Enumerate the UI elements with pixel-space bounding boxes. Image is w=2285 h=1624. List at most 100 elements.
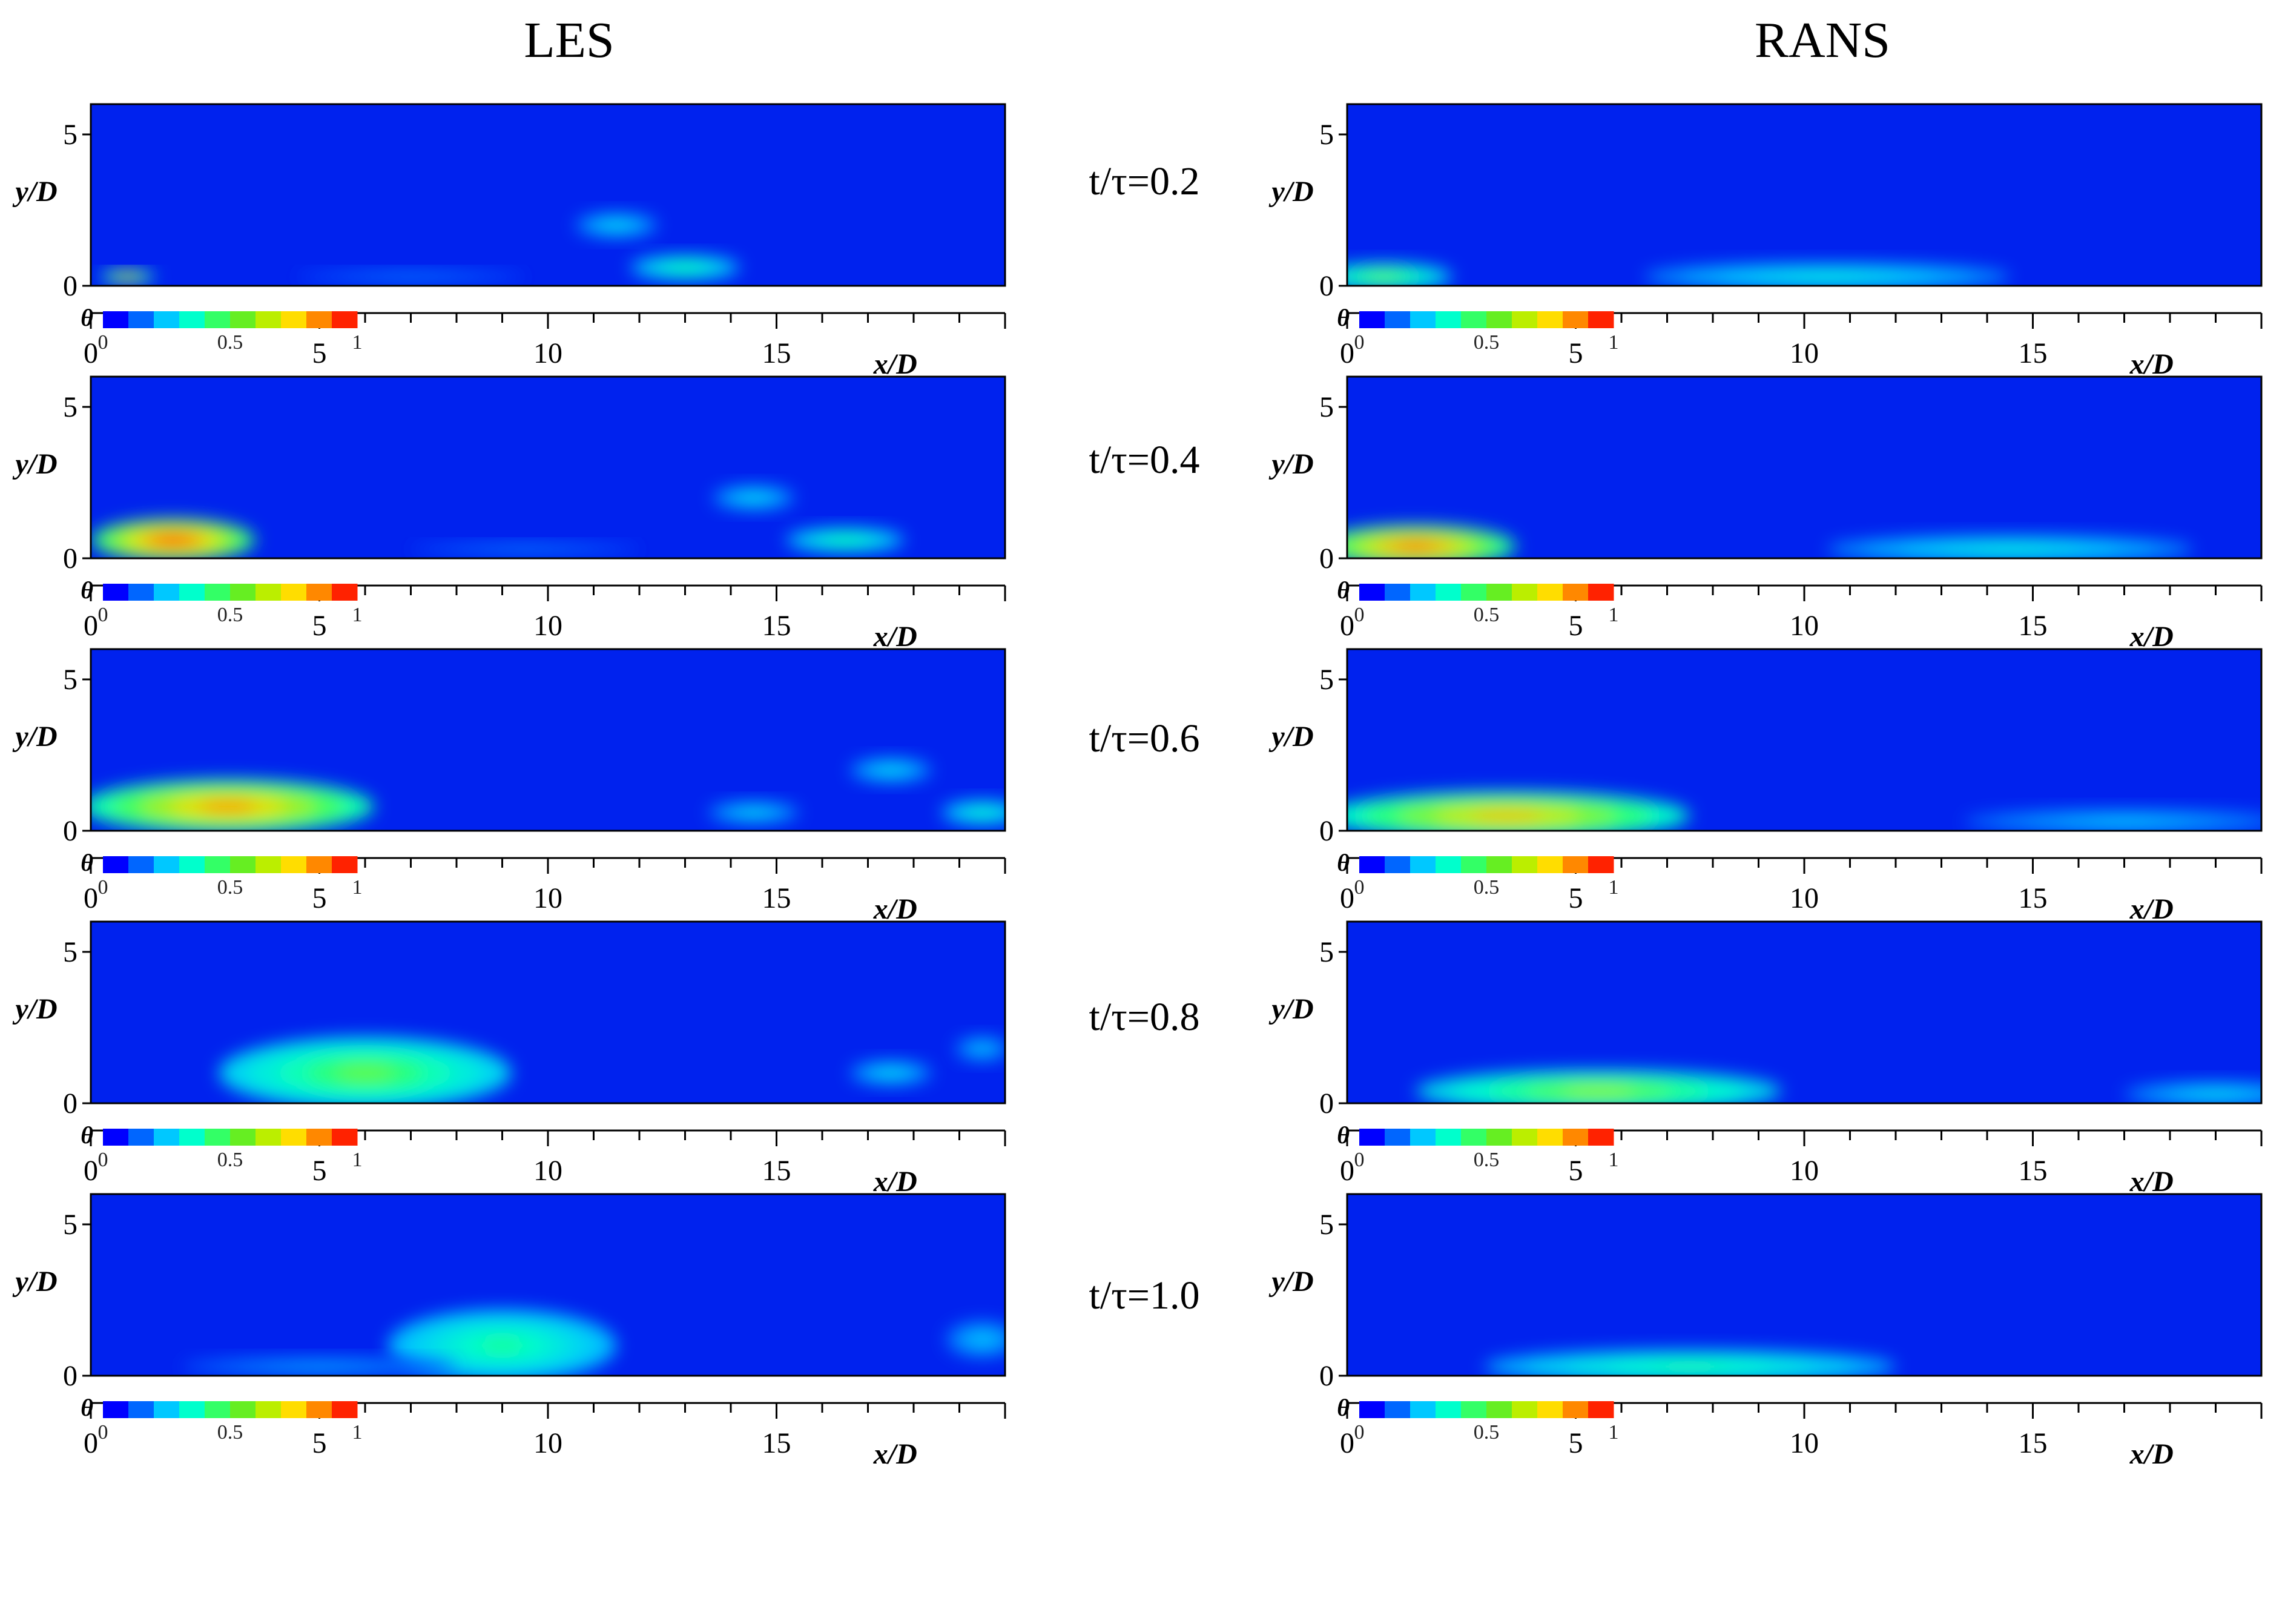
colorbar-swatch: [256, 1401, 282, 1418]
y-tick-label: 0: [63, 270, 77, 302]
colorbar-swatch: [1486, 856, 1512, 873]
y-axis-label: y/D: [12, 1266, 57, 1298]
colorbar-swatch: [1359, 1129, 1385, 1146]
colorbar-swatch: [154, 311, 180, 328]
colorbar-tick-label: 1: [1609, 876, 1619, 899]
colorbar-swatch: [230, 584, 256, 601]
colorbar-tick-label: 0: [1354, 1149, 1365, 1171]
colorbar-swatch: [1461, 1129, 1487, 1146]
colorbar-swatch: [1537, 1401, 1563, 1418]
colorbar-tick-label: 0.5: [217, 1149, 243, 1171]
colorbar-swatch: [1512, 584, 1538, 601]
y-tick-label: 0: [1319, 1088, 1334, 1120]
colorbar-swatch: [256, 311, 282, 328]
theta-blob: [849, 758, 932, 782]
colorbar-swatch: [179, 1401, 205, 1418]
field-background: [1347, 104, 2261, 286]
colorbar-tick-label: 1: [352, 1149, 363, 1171]
y-axis-label: y/D: [12, 721, 57, 753]
colorbar-variable: θ: [81, 576, 93, 604]
theta-blob: [630, 256, 740, 280]
theta-blob: [82, 779, 374, 834]
colorbar-swatch: [332, 584, 358, 601]
y-tick-label: 5: [63, 119, 77, 151]
colorbar-swatch: [230, 1129, 256, 1146]
y-tick-label: 5: [1319, 119, 1334, 151]
y-axis-label: y/D: [1268, 721, 1313, 753]
colorbar-swatch: [1563, 1129, 1589, 1146]
theta-blob: [1416, 1070, 1781, 1112]
y-tick-label: 0: [1319, 815, 1334, 847]
theta-blob: [297, 271, 526, 283]
colorbar-swatch: [1512, 856, 1538, 873]
x-axis-label: x/D: [873, 1438, 917, 1470]
y-tick-label: 5: [1319, 391, 1334, 423]
x-tick-label: 15: [762, 1427, 791, 1459]
colorbar-tick-label: 1: [1609, 1149, 1619, 1171]
colorbar-variable: θ: [81, 849, 93, 876]
colorbar-tick-label: 0: [1354, 876, 1365, 899]
colorbar-tick-label: 0.5: [217, 1421, 243, 1444]
colorbar-swatch: [128, 1129, 154, 1146]
x-tick-label: 5: [312, 1427, 327, 1459]
colorbar-swatch: [103, 856, 129, 873]
colorbar-swatch: [1385, 584, 1411, 601]
colorbar-swatch: [205, 1129, 231, 1146]
colorbar-swatch: [1537, 1129, 1563, 1146]
colorbar-swatch: [1410, 1401, 1436, 1418]
colorbar-swatch: [1359, 1401, 1385, 1418]
y-tick-label: 5: [1319, 936, 1334, 968]
colorbar-swatch: [205, 584, 231, 601]
colorbar-swatch: [103, 584, 129, 601]
y-tick-label: 0: [63, 543, 77, 575]
colorbar-swatch: [205, 856, 231, 873]
colorbar-swatch: [281, 1401, 307, 1418]
colorbar-tick-label: 1: [1609, 1421, 1619, 1444]
colorbar-swatch: [1512, 311, 1538, 328]
colorbar-swatch: [1512, 1129, 1538, 1146]
colorbar-swatch: [1486, 311, 1512, 328]
colorbar-swatch: [306, 1401, 332, 1418]
figure: LES RANS t/τ=0.2 t/τ=0.4 t/τ=0.6 t/τ=0.8…: [0, 0, 2285, 1475]
colorbar-swatch: [256, 1129, 282, 1146]
theta-blob: [946, 1321, 1019, 1358]
colorbar-tick-label: 1: [1609, 604, 1619, 626]
colorbar-variable: θ: [1337, 849, 1350, 876]
colorbar-tick-label: 0.5: [1474, 1149, 1500, 1171]
colorbar-swatch: [1359, 856, 1385, 873]
colorbar-swatch: [230, 311, 256, 328]
colorbar-swatch: [1537, 311, 1563, 328]
colorbar-swatch: [179, 1129, 205, 1146]
theta-blob: [1315, 525, 1516, 567]
x-tick-label: 15: [2019, 1427, 2048, 1459]
colorbar-swatch: [1385, 311, 1411, 328]
colorbar-tick-label: 0.5: [217, 604, 243, 626]
theta-blob: [708, 802, 799, 824]
x-tick-label: 0: [84, 1427, 98, 1459]
colorbar-tick-label: 1: [352, 331, 363, 354]
y-axis-label: y/D: [12, 993, 57, 1025]
colorbar-swatch: [1588, 1129, 1614, 1146]
colorbar-swatch: [1537, 856, 1563, 873]
colorbar-swatch: [154, 1401, 180, 1418]
colorbar-swatch: [154, 856, 180, 873]
colorbar-swatch: [154, 1129, 180, 1146]
y-tick-label: 5: [63, 936, 77, 968]
x-axis-label: x/D: [2129, 1438, 2174, 1470]
y-tick-label: 0: [63, 815, 77, 847]
y-axis-label: y/D: [1268, 993, 1313, 1025]
colorbar-tick-label: 0.5: [217, 876, 243, 899]
colorbar-variable: θ: [1337, 1121, 1350, 1149]
y-tick-label: 0: [63, 1088, 77, 1120]
colorbar-swatch: [1436, 584, 1462, 601]
colorbar-swatch: [332, 1129, 358, 1146]
y-axis-label: y/D: [1268, 176, 1313, 208]
colorbar-swatch: [332, 311, 358, 328]
colorbar-tick-label: 0.5: [1474, 604, 1500, 626]
colorbar-tick-label: 1: [352, 604, 363, 626]
y-tick-label: 5: [63, 1209, 77, 1241]
colorbar-swatch: [1563, 311, 1589, 328]
